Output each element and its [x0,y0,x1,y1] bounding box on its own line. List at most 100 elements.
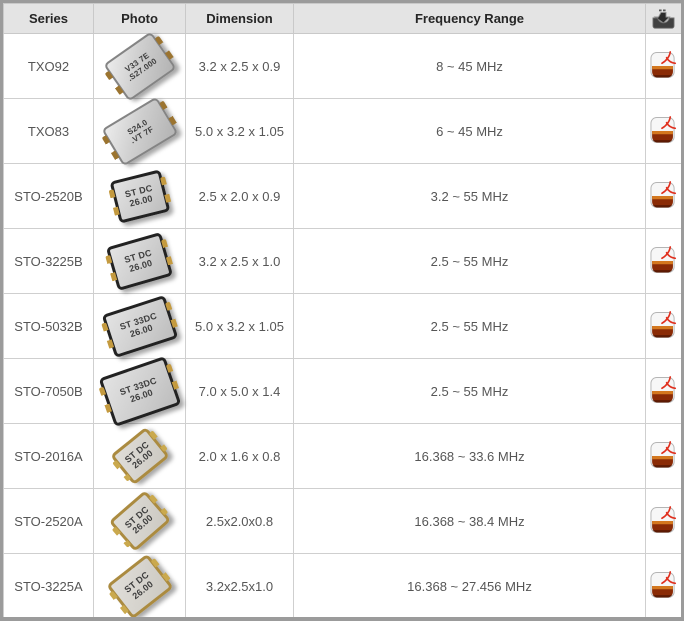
series-label: STO-3225B [14,253,83,269]
frequency-cell: 3.2 ~ 55 MHz [293,163,646,229]
header-row: Series Photo Dimension Frequency Range [3,3,681,34]
product-photo: S24.0 .VT 7F [100,96,179,166]
dimension-cell: 3.2 x 2.5 x 0.9 [185,33,294,99]
pdf-download-icon[interactable] [650,310,677,340]
frequency-label: 3.2 ~ 55 MHz [430,188,509,204]
dimension-label: 2.0 x 1.6 x 0.8 [198,448,281,464]
product-photo: ST DC 26.00 [105,553,174,617]
product-photo: ST DC 26.00 [109,168,170,224]
download-inbox-icon [646,8,681,30]
dimension-cell: 5.0 x 3.2 x 1.05 [185,98,294,164]
series-cell: STO-2520B [3,163,94,229]
photo-cell: S24.0 .VT 7F [93,96,186,166]
pdf-cell [645,33,681,99]
col-header-dimension: Dimension [185,3,294,34]
frequency-label: 6 ~ 45 MHz [436,123,503,139]
pdf-download-icon[interactable] [650,375,677,405]
frequency-label: 2.5 ~ 55 MHz [430,253,509,269]
frequency-cell: 16.368 ~ 27.456 MHz [293,553,646,617]
col-header-download [645,3,681,34]
dimension-label: 3.2 x 2.5 x 1.0 [198,253,281,269]
series-cell: TXO83 [3,98,94,164]
photo-cell: ST DC 26.00 [93,163,186,229]
frequency-cell: 8 ~ 45 MHz [293,33,646,99]
photo-cell: V33 7E .S27.000 [93,30,186,102]
product-photo: ST DC 26.00 [105,231,174,291]
table-row: STO-5032B ST 33DC 26.00 5.0 x 3.2 x 1.05… [3,293,681,359]
pdf-cell [645,358,681,424]
pdf-download-icon[interactable] [650,115,677,145]
pdf-cell [645,423,681,489]
pdf-download-icon[interactable] [650,505,677,535]
table-row: STO-3225A ST DC 26.00 3.2x2.5x1.0 16.368… [3,553,681,617]
table-row: STO-2520A ST DC 26.00 2.5x2.0x0.8 16.368… [3,488,681,554]
table-row: STO-2520B ST DC 26.00 2.5 x 2.0 x 0.9 3.… [3,163,681,229]
product-photo: ST DC 26.00 [108,490,171,552]
photo-cell: ST DC 26.00 [93,553,186,617]
col-header-frequency: Frequency Range [293,3,646,34]
photo-cell: ST DC 26.00 [93,228,186,294]
dimension-cell: 2.5x2.0x0.8 [185,488,294,554]
table-row: TXO83 S24.0 .VT 7F 5.0 x 3.2 x 1.05 6 ~ … [3,96,681,166]
dimension-label: 5.0 x 3.2 x 1.05 [195,318,284,334]
series-cell: STO-5032B [3,293,94,359]
dimension-cell: 3.2x2.5x1.0 [185,553,294,617]
series-label: TXO83 [27,123,70,139]
series-label: STO-2520B [14,188,83,204]
photo-cell: ST 33DC 26.00 [93,355,186,427]
frequency-cell: 6 ~ 45 MHz [293,98,646,164]
series-cell: TXO92 [3,33,94,99]
col-header-series: Series [3,3,94,34]
pdf-download-icon[interactable] [650,50,677,80]
pdf-download-icon[interactable] [650,440,677,470]
photo-cell: ST 33DC 26.00 [93,293,186,359]
dimension-label: 2.5 x 2.0 x 0.9 [198,188,281,204]
frequency-label: 2.5 ~ 55 MHz [430,318,509,334]
series-cell: STO-2016A [3,423,94,489]
frequency-label: 2.5 ~ 55 MHz [430,383,509,399]
pdf-cell [645,98,681,164]
series-label: STO-7050B [14,383,83,399]
col-header-photo: Photo [93,3,186,34]
series-label: STO-2520A [14,513,83,529]
pdf-download-icon[interactable] [650,245,677,275]
product-photo: ST 33DC 26.00 [101,294,178,358]
dimension-cell: 2.5 x 2.0 x 0.9 [185,163,294,229]
dimension-label: 7.0 x 5.0 x 1.4 [198,383,281,399]
table-row: TXO92 V33 7E .S27.000 3.2 x 2.5 x 0.9 8 … [3,30,681,102]
series-cell: STO-7050B [3,358,94,424]
product-photo: ST 33DC 26.00 [98,355,181,427]
frequency-label: 16.368 ~ 27.456 MHz [407,578,532,594]
pdf-cell [645,553,681,617]
table-row: STO-3225B ST DC 26.00 3.2 x 2.5 x 1.0 2.… [3,228,681,294]
dimension-cell: 5.0 x 3.2 x 1.05 [185,293,294,359]
series-cell: STO-3225B [3,228,94,294]
photo-cell: ST DC 26.00 [93,423,186,489]
series-cell: STO-3225A [3,553,94,617]
frequency-label: 16.368 ~ 38.4 MHz [414,513,525,529]
dimension-label: 3.2 x 2.5 x 0.9 [198,58,281,74]
series-label: STO-2016A [14,448,83,464]
pdf-cell [645,293,681,359]
product-table: Series Photo Dimension Frequency Range T… [3,3,681,617]
pdf-cell [645,228,681,294]
dimension-label: 5.0 x 3.2 x 1.05 [195,123,284,139]
frequency-label: 16.368 ~ 33.6 MHz [414,448,525,464]
frequency-cell: 2.5 ~ 55 MHz [293,228,646,294]
table-row: STO-7050B ST 33DC 26.00 7.0 x 5.0 x 1.4 … [3,355,681,427]
frequency-cell: 16.368 ~ 38.4 MHz [293,488,646,554]
series-label: STO-5032B [14,318,83,334]
product-photo: ST DC 26.00 [109,426,170,486]
dimension-cell: 3.2 x 2.5 x 1.0 [185,228,294,294]
series-label: TXO92 [27,58,70,74]
dimension-label: 3.2x2.5x1.0 [205,578,274,594]
pdf-download-icon[interactable] [650,180,677,210]
series-label: STO-3225A [14,578,83,594]
pdf-download-icon[interactable] [650,570,677,600]
series-cell: STO-2520A [3,488,94,554]
frequency-label: 8 ~ 45 MHz [436,58,503,74]
frequency-cell: 2.5 ~ 55 MHz [293,293,646,359]
pdf-cell [645,163,681,229]
frequency-cell: 2.5 ~ 55 MHz [293,358,646,424]
